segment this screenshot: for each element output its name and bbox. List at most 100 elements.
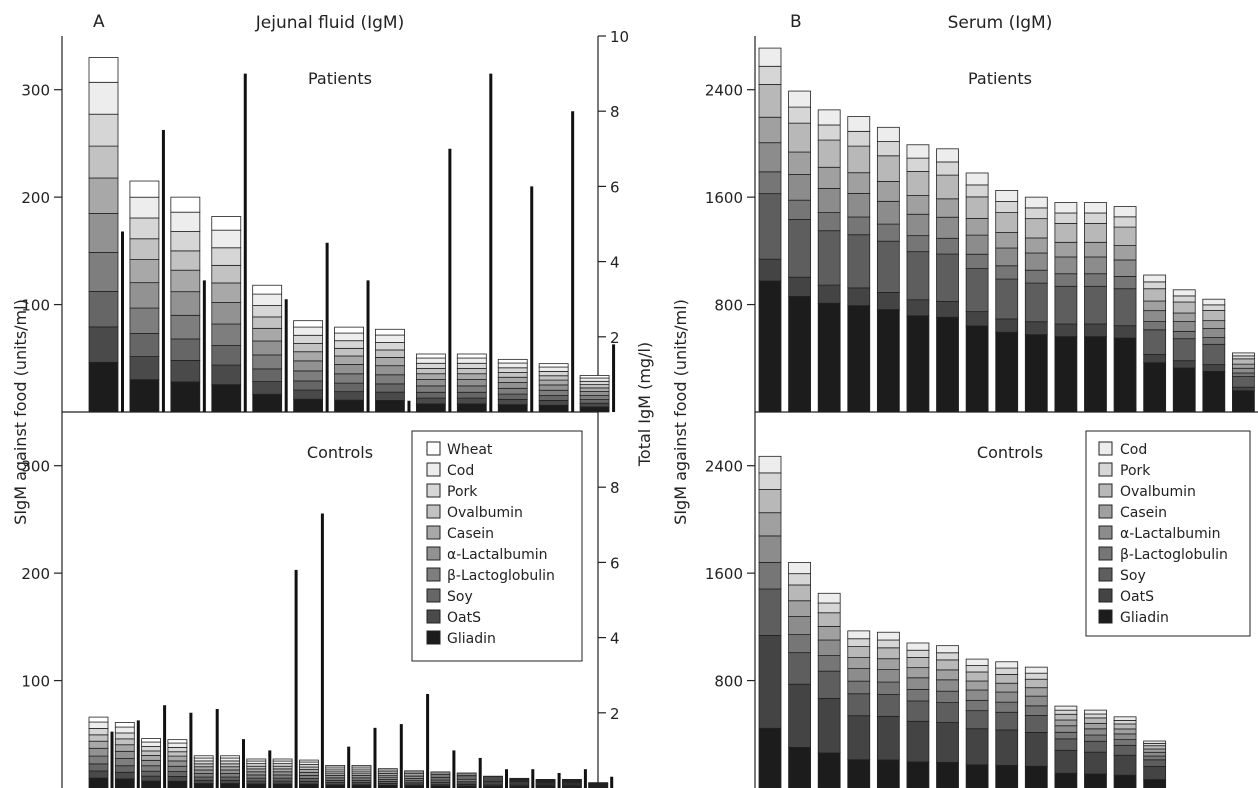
bar-patients-a-5 [293,320,324,413]
bar-segment [579,380,610,386]
bar-segment [1113,728,1137,735]
bar-segment [272,758,293,762]
bar-segment [817,639,841,656]
legend-swatch [1098,588,1113,603]
y2-tick-label: 8 [610,479,620,497]
bar-segment [456,368,487,375]
subplot-title: Controls [307,443,373,462]
bar-segment [1232,367,1255,374]
bar-segment [211,345,242,366]
bar-segment [167,760,188,767]
bar-segment [170,381,201,413]
legend-label: Gliadin [1120,610,1169,626]
bar-segment [758,455,782,474]
y-tick-label: 200 [21,189,50,207]
bar-segment [579,377,610,382]
bar-segment [1084,709,1107,715]
bar-segment [430,771,451,774]
bar-segment [246,768,267,773]
bar-segment [170,250,201,271]
bar-segment [579,375,610,379]
bar-segment [788,90,811,108]
bar-controls-b-12 [1113,716,1137,788]
bar-segment [906,688,930,702]
legend-label: Pork [447,484,478,500]
legend-label: OatS [447,610,481,626]
bar-segment [1054,256,1078,275]
bar-segment [334,382,364,393]
bar-segment [965,710,989,730]
bar-segment [1054,223,1078,243]
bar-segment [876,658,900,671]
bar-patients-a-9 [456,353,487,413]
bar-segment [298,780,319,785]
bar-segment [293,398,324,413]
bar-segment [252,381,283,395]
legend-swatch [426,609,441,624]
bar-segment [170,269,201,293]
bar-segment [1054,241,1078,258]
bar-segment [1113,716,1137,721]
bar-segment [220,776,240,781]
bar-segment [298,778,319,782]
bar-controls-b-1 [788,562,811,788]
bar-segment [1143,329,1167,355]
bar-segment [375,357,405,367]
bar-segment [936,659,959,671]
bar-controls-a-1 [114,722,135,788]
bar-segment [167,775,188,782]
bar-segment [758,193,782,260]
bar-segment [1113,288,1137,327]
bar-segment [141,741,162,747]
bar-segment [129,333,160,357]
legend-label: Cod [447,463,474,479]
bar-segment [1143,362,1167,413]
bar-segment [141,759,162,767]
legend-swatch [426,546,441,561]
bar-segment [456,403,487,413]
bar-segment [415,353,446,359]
bar-segment [1084,241,1107,258]
bar-controls-a-14 [456,772,477,788]
bar-segment [1143,354,1167,364]
bar-segment [1054,749,1078,774]
bar-segment [1202,370,1226,413]
bar-segment [334,326,364,334]
bar-segment [1024,732,1048,767]
bar-controls-a-13 [430,771,451,788]
bar-segment [1172,367,1196,413]
bar-segment [1054,738,1078,751]
bar-segment [847,234,871,289]
bar-segment [538,404,569,413]
bar-segment [876,647,900,660]
bar-segment [497,362,528,369]
bar-controls-a-0 [88,716,109,788]
bar-segment [1084,223,1107,243]
bar-segment [538,395,569,401]
bar-segment [965,699,989,712]
bar-segment [1024,237,1048,254]
bar-controls-b-6 [936,645,959,788]
bar-segment [847,715,871,761]
bar-segment [193,766,214,771]
bar-segment [88,361,119,413]
y2-tick-label: 8 [610,103,620,121]
bar-segment [252,305,283,318]
bar-segment [114,765,135,773]
bar-segment [129,238,160,260]
bar-segment [334,355,364,365]
bar-segment [272,771,293,776]
bar-segment [293,360,324,372]
bar-segment [497,372,528,378]
bar-segment [965,268,989,313]
bar-segment [114,750,135,759]
legend-swatch [1098,441,1113,456]
bar-segment [1054,273,1078,287]
bar-segment [1113,245,1137,261]
bar-controls-b-5 [906,642,930,788]
bar-segment [1054,202,1078,214]
bar-segment [88,777,109,788]
bar-segment [456,379,487,387]
bar-segment [456,385,487,393]
bar-segment [906,213,930,237]
